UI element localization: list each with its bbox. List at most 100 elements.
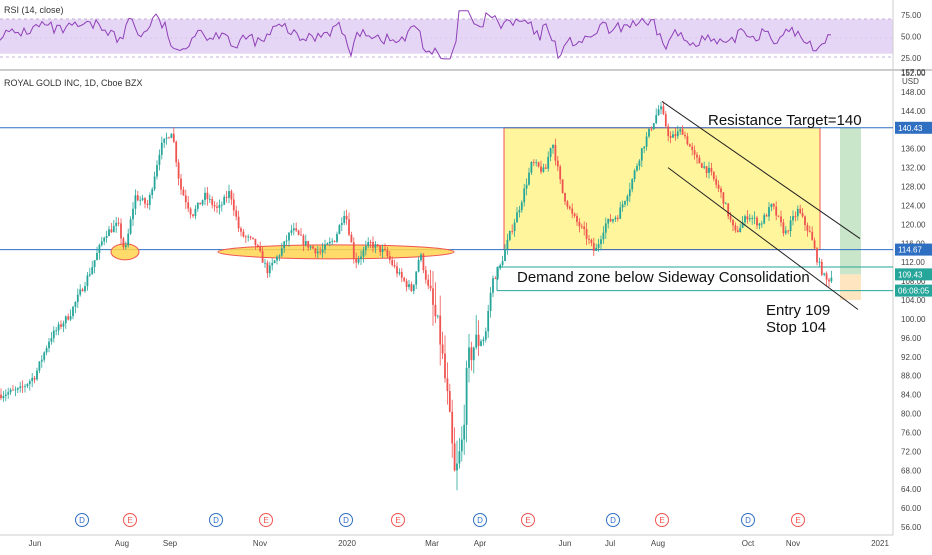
candle-body [638,160,641,166]
candle-body [580,226,583,228]
dividend-event-icon[interactable]: D [75,513,89,527]
candle-body [792,216,794,221]
candle-body [110,229,113,233]
candle-body [60,324,62,327]
candle-body [156,164,158,177]
candle-body [549,148,552,157]
candle-body [403,277,406,281]
candle-body [470,347,473,361]
candle-body [74,302,77,307]
candle-body [360,256,362,260]
candle-body [571,208,574,214]
candle-body [112,226,115,233]
candle-body [453,443,456,471]
candle-body [640,148,643,161]
svg-text:E: E [127,516,132,525]
price-tick-label: 144.00 [901,107,926,116]
earnings-event-icon[interactable]: E [521,513,535,527]
time-axis: Jun Aug Sep Nov 2020 Mar Apr Jun Jul Aug Oct Nov 202… [29,539,890,548]
candle-body [271,262,274,266]
dividend-event-icon[interactable]: D [606,513,620,527]
candle-body [607,218,610,224]
candle-body [482,339,485,342]
candle-body [468,347,470,368]
rsi-line [0,10,832,60]
earnings-event-icon[interactable]: E [259,513,273,527]
earnings-event-icon[interactable]: E [123,513,137,527]
price-label-box [895,268,932,281]
candle-body [369,242,372,243]
candle-body [631,179,634,190]
candle-body [422,254,425,271]
candle-body [220,204,223,206]
candle-body [333,240,336,242]
target-box [840,127,861,275]
candle-body [688,144,691,147]
candle-body [801,213,804,217]
candle-body [804,216,806,225]
candle-body [508,231,511,240]
candle-body [40,359,43,362]
candle-body [175,141,178,163]
time-tick-label: Jul [605,539,615,548]
candle-body [744,216,746,223]
candle-body [523,188,526,203]
svg-text:E: E [525,516,530,525]
candle-body [655,115,658,124]
candle-body [192,214,194,216]
rsi-panel: RSI (14, close) 75.00 50.00 25.00 [0,0,922,70]
candle-body [240,228,242,232]
earnings-event-icon[interactable]: E [791,513,805,527]
candle-body [225,196,228,198]
candle-body [739,227,742,232]
time-tick-label: Jun [559,539,572,548]
candle-body [612,219,614,222]
candle-body [756,217,758,226]
dividend-event-icon[interactable]: D [741,513,755,527]
svg-text:E: E [263,516,268,525]
candle-body [384,248,386,250]
time-tick-label: Mar [425,539,439,548]
price-label-text: 114.67 [898,246,922,255]
candle-body [520,202,523,211]
candle-body [273,260,276,263]
earnings-event-icon[interactable]: E [655,513,669,527]
candle-body [830,277,833,282]
candle-body [88,274,91,276]
candle-body [547,156,550,169]
candle-body [573,213,576,216]
candle-body [249,236,252,238]
price-axis: 152.00148.00144.00140.00136.00132.00128.… [892,68,926,535]
candle-body [828,279,830,282]
candle-body [290,230,293,233]
candle-body [316,251,319,254]
resistance-annotation: Resistance Target=140 [708,112,862,129]
candle-body [223,196,226,205]
candle-body [770,203,773,208]
price-tick-label: 128.00 [901,183,926,192]
candle-body [256,244,259,247]
candle-body [12,389,14,391]
candle-body [247,236,250,238]
candle-body [696,154,698,158]
support-ellipse-small [110,243,140,261]
candle-body [100,241,103,245]
dividend-event-icon[interactable]: D [473,513,487,527]
candle-body [264,262,266,264]
candle-body [57,324,60,331]
candle-body [806,224,809,231]
earnings-event-icon[interactable]: E [391,513,405,527]
candle-body [736,230,739,232]
dividend-event-icon[interactable]: D [209,513,223,527]
candle-body [537,162,540,167]
candle-body [105,236,108,238]
dividend-event-icon[interactable]: D [339,513,353,527]
candle-body [206,192,209,200]
candle-body [312,246,314,249]
candle-body [357,259,360,263]
candle-body [252,237,254,239]
candle-body [280,248,283,256]
candle-body [660,106,662,110]
candle-body [292,228,295,231]
candle-body [170,133,173,139]
